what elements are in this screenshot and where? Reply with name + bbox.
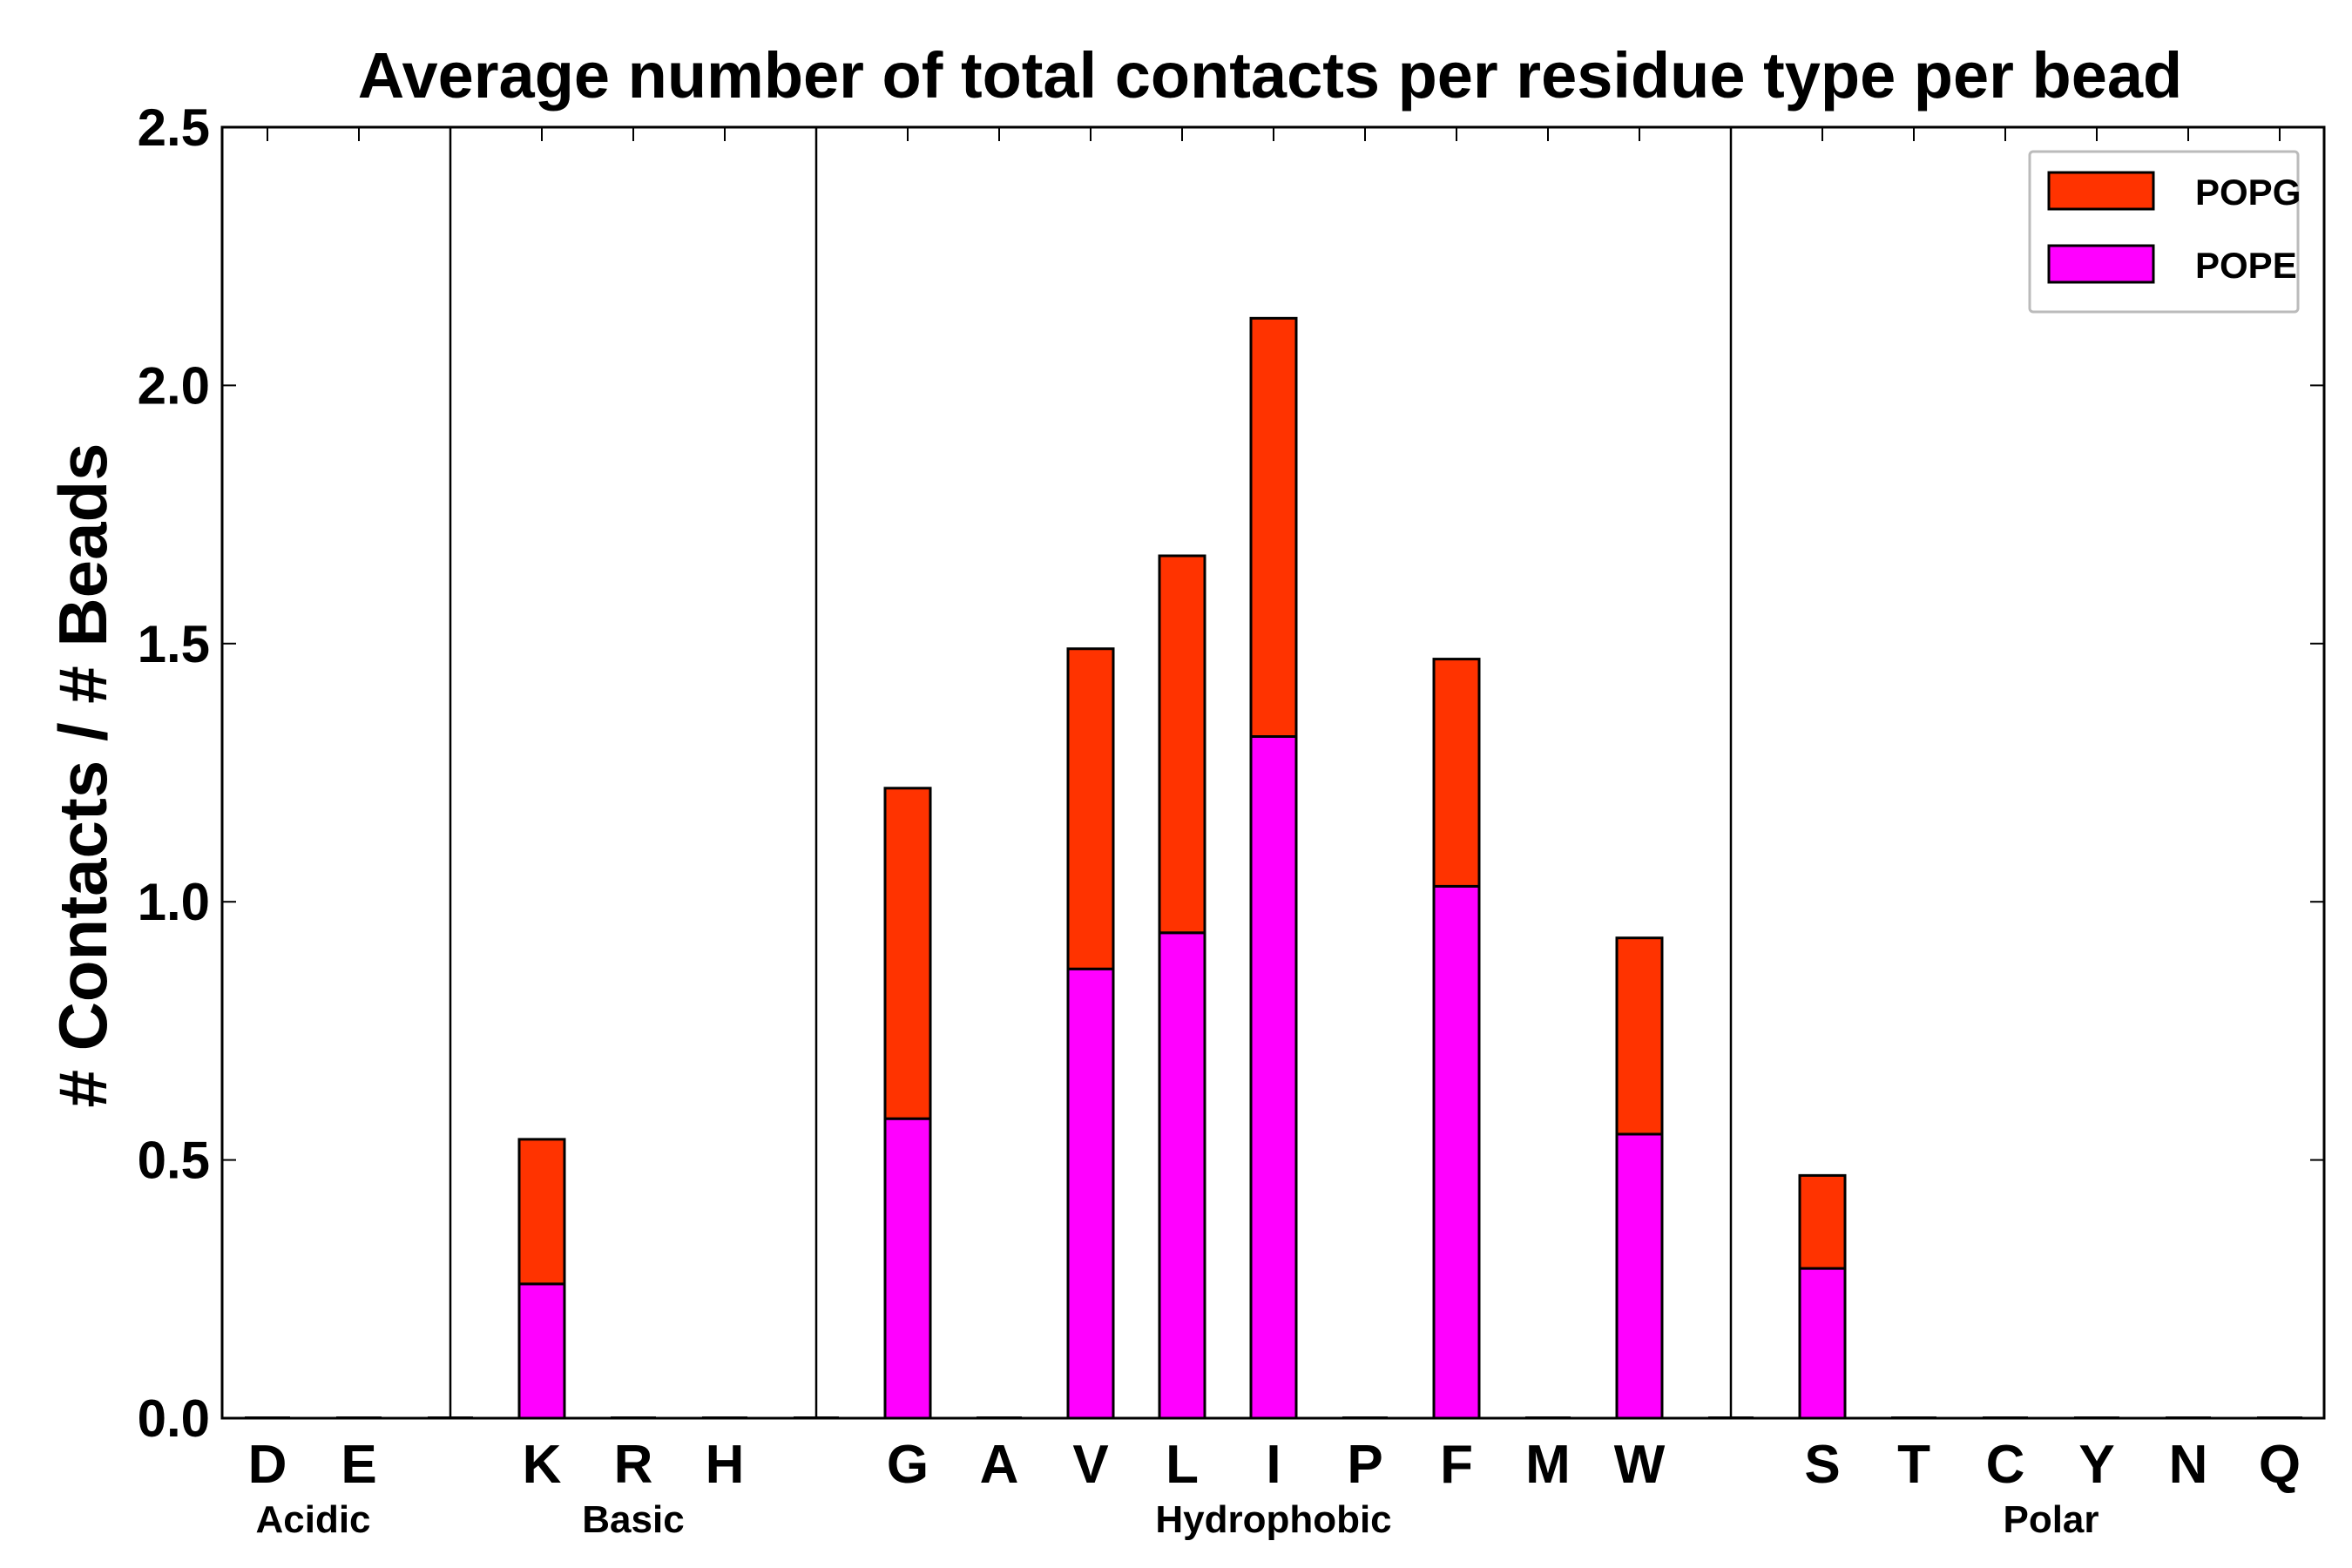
y-tick-label: 0.0	[138, 1389, 210, 1448]
y-tick-label: 2.0	[138, 356, 210, 415]
x-tick-label-T: T	[1897, 1435, 1930, 1495]
legend: POPG POPE	[2028, 150, 2301, 314]
x-tick-label-Q: Q	[2259, 1435, 2301, 1495]
x-tick-label-V: V	[1072, 1435, 1108, 1495]
y-tick-label: 1.0	[138, 873, 210, 931]
bar-popg-W	[1615, 936, 1664, 1136]
group-labels: Acidic Basic Hydrophobic Polar	[255, 1498, 2099, 1541]
bar-popg-S	[1798, 1173, 1847, 1270]
legend-swatch-popg	[2047, 171, 2155, 211]
bar-pope-G	[883, 1117, 932, 1420]
legend-label-popg: POPG	[2195, 172, 2301, 213]
x-tick-label-W: W	[1614, 1435, 1666, 1495]
x-tick-label-M: M	[1525, 1435, 1571, 1495]
bar-pope-I	[1249, 735, 1298, 1420]
x-tick-label-Y: Y	[2078, 1435, 2114, 1495]
x-tick-label-P: P	[1347, 1435, 1382, 1495]
x-tick-label-S: S	[1804, 1435, 1840, 1495]
bar-pope-V	[1066, 967, 1115, 1420]
plot-frame	[220, 125, 2326, 1420]
bar-popg-F	[1432, 658, 1481, 888]
x-tick-label-K: K	[523, 1435, 562, 1495]
x-tick-label-E: E	[341, 1435, 376, 1495]
bar-pope-W	[1615, 1132, 1664, 1420]
x-tick-label-I: I	[1266, 1435, 1281, 1495]
bar-popg-L	[1158, 554, 1206, 935]
x-tick-label-F: F	[1440, 1435, 1473, 1495]
x-tick-label-N: N	[2169, 1435, 2208, 1495]
bar-popg-V	[1066, 647, 1115, 970]
bar-pope-S	[1798, 1267, 1847, 1420]
x-tick-label-C: C	[1986, 1435, 2025, 1495]
y-tick-label: 0.5	[138, 1132, 210, 1190]
y-axis-ticks: 0.0 0.5 1.0 1.5 2.0 2.5	[138, 98, 2324, 1448]
group-separators	[449, 127, 1733, 1418]
group-label-hydrophobic: Hydrophobic	[1155, 1498, 1391, 1541]
bar-pope-K	[517, 1282, 566, 1420]
y-axis-label: # Contacts / # Beads	[44, 443, 121, 1108]
bar-popg-G	[883, 787, 932, 1120]
group-label-polar: Polar	[2003, 1498, 2099, 1541]
x-tick-label-R: R	[614, 1435, 653, 1495]
bar-popg-K	[517, 1138, 566, 1286]
bar-popg-I	[1249, 316, 1298, 739]
x-tick-label-G: G	[887, 1435, 929, 1495]
group-label-acidic: Acidic	[255, 1498, 370, 1541]
x-tick-label-A: A	[980, 1435, 1019, 1495]
x-tick-label-L: L	[1166, 1435, 1199, 1495]
bars	[245, 316, 2302, 1420]
x-tick-label-H: H	[706, 1435, 745, 1495]
y-tick-label: 2.5	[138, 98, 210, 157]
bar-pope-F	[1432, 884, 1481, 1420]
legend-label-pope: POPE	[2195, 245, 2297, 286]
legend-swatch-pope	[2047, 244, 2155, 284]
y-tick-label: 1.5	[138, 615, 210, 673]
group-label-basic: Basic	[582, 1498, 684, 1541]
bar-pope-L	[1158, 931, 1206, 1420]
chart-title: Average number of total contacts per res…	[358, 39, 2182, 112]
x-tick-label-D: D	[248, 1435, 287, 1495]
